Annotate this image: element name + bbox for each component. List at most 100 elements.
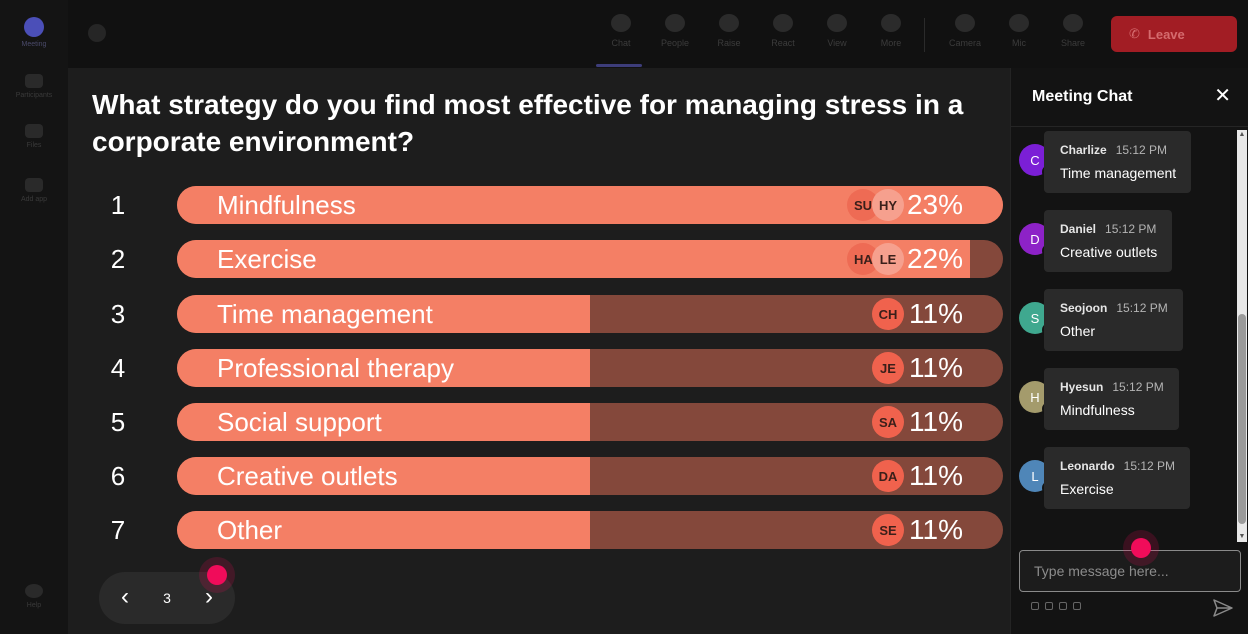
people-icon	[665, 14, 685, 32]
sender-name: Daniel	[1060, 222, 1097, 236]
rail-item-label: Help	[26, 601, 42, 609]
emoji-icon[interactable]	[1059, 602, 1067, 610]
toolbar-share-button[interactable]: Share	[1048, 10, 1098, 58]
close-icon[interactable]: ✕	[1214, 85, 1231, 107]
poll-option: 2 Exercise HA LE 22%	[68, 240, 1010, 278]
toolbar-react-button[interactable]: React	[758, 10, 808, 58]
message-time: 15:12 PM	[1123, 459, 1176, 473]
toolbar-people-button[interactable]: People	[650, 10, 700, 58]
poll-results: What strategy do you find most effective…	[68, 68, 1010, 634]
phone-icon: ✆	[1129, 26, 1140, 41]
rail-item-label: Meeting	[21, 40, 47, 48]
message-text: Exercise	[1060, 481, 1114, 497]
option-label: Other	[217, 515, 283, 545]
message-bubble: Charlize 15:12 PM Time management	[1044, 131, 1192, 193]
sender-name: Seojoon	[1060, 301, 1108, 315]
poll-option: 3 Time management CH 11%	[68, 295, 1010, 333]
message-text: Time management	[1060, 165, 1177, 181]
option-label: Professional therapy	[217, 353, 455, 383]
share-icon	[1063, 14, 1083, 32]
toolbar-button-label: Camera	[948, 38, 981, 48]
option-rank: 1	[110, 190, 126, 220]
message-text: Mindfulness	[1060, 402, 1135, 418]
message-text: Other	[1060, 323, 1096, 339]
option-percent: 11%	[909, 298, 963, 329]
format-toolbar	[1031, 602, 1081, 610]
poll-option: 1 Mindfulness SU HY 23%	[68, 186, 1010, 224]
toolbar-more-button[interactable]: More	[866, 10, 916, 58]
option-percent: 11%	[909, 460, 963, 491]
toolbar-button-label: Share	[1060, 38, 1086, 48]
option-bar: Mindfulness SU HY 23%	[177, 186, 1003, 224]
toolbar-button-label: Mic	[1012, 38, 1026, 48]
rail-item-files[interactable]: Files	[0, 112, 68, 160]
voter-avatar: LE	[872, 243, 904, 275]
meeting-chat-panel: Meeting Chat ✕ C Charlize 15:12 PM Time m…	[1010, 68, 1248, 634]
format-icon[interactable]	[1031, 602, 1039, 610]
toolbar-button-label: View	[827, 38, 847, 48]
shield-icon	[88, 24, 106, 42]
option-label: Time management	[217, 299, 433, 329]
chat-scrollbar[interactable]: ▲ ▼	[1237, 130, 1247, 542]
participants-icon	[25, 73, 43, 88]
gif-icon[interactable]	[1073, 602, 1081, 610]
toolbar-camera-button[interactable]: Camera	[940, 10, 990, 58]
send-icon[interactable]	[1212, 598, 1234, 618]
message-bubble: Seojoon 15:12 PM Other	[1044, 289, 1183, 351]
toolbar-mic-button[interactable]: Mic	[994, 10, 1044, 58]
scroll-down-icon[interactable]: ▼	[1238, 533, 1246, 540]
option-percent: 23%	[906, 189, 963, 220]
rail-item-label: Files	[26, 141, 42, 149]
voter-avatar: JE	[872, 352, 904, 384]
leave-button[interactable]: ✆ Leave	[1111, 16, 1237, 52]
active-tab-indicator	[596, 64, 642, 67]
rail-item-meeting[interactable]: Meeting	[0, 8, 68, 56]
option-rank: 2	[110, 244, 126, 274]
leave-button-label: Leave	[1147, 26, 1185, 42]
message-bubble: Daniel 15:12 PM Creative outlets	[1044, 210, 1173, 272]
message-text: Creative outlets	[1060, 244, 1158, 260]
rail-item-add-app[interactable]: Add app	[0, 166, 68, 214]
app-rail: Meeting Participants Files Add app Help	[0, 0, 69, 634]
message-time: 15:12 PM	[1112, 380, 1164, 394]
pointer-indicator	[207, 565, 227, 585]
option-percent: 22%	[906, 243, 963, 274]
poll-option: 6 Creative outlets DA 11%	[68, 457, 1010, 495]
scrollbar-thumb[interactable]	[1238, 314, 1246, 524]
rail-item-help[interactable]: Help	[0, 572, 68, 620]
chevron-left-icon[interactable]: ‹	[121, 583, 129, 610]
rail-item-label: Add app	[20, 195, 48, 203]
meeting-toolbar: Chat People Raise React View More Camera…	[68, 0, 1248, 68]
option-bar-fill	[177, 511, 590, 549]
message-time: 15:12 PM	[1115, 143, 1168, 157]
option-bar: Other SE 11%	[177, 511, 1003, 549]
pointer-indicator	[1131, 538, 1151, 558]
attach-icon[interactable]	[1045, 602, 1053, 610]
rail-item-participants[interactable]: Participants	[0, 62, 68, 110]
option-percent: 11%	[909, 352, 963, 383]
view-icon	[827, 14, 847, 32]
chat-message: L Leonardo 15:12 PM Exercise	[1019, 447, 1234, 511]
voter-avatar: HY	[872, 189, 904, 221]
toolbar-button-label: People	[660, 38, 690, 48]
chat-message: S Seojoon 15:12 PM Other	[1019, 289, 1234, 353]
option-bar: Time management CH 11%	[177, 295, 1003, 333]
react-icon	[773, 14, 793, 32]
mic-icon	[1009, 14, 1029, 32]
divider	[1011, 126, 1248, 127]
toolbar-raise-button[interactable]: Raise	[704, 10, 754, 58]
option-bar: Creative outlets DA 11%	[177, 457, 1003, 495]
chat-title: Meeting Chat	[1032, 88, 1133, 105]
chat-message-input[interactable]	[1019, 550, 1241, 592]
poll-option: 7 Other SE 11%	[68, 511, 1010, 549]
voter-avatar: SA	[872, 406, 904, 438]
poll-option: 5 Social support SA 11%	[68, 403, 1010, 441]
message-time: 15:12 PM	[1116, 301, 1168, 315]
message-bubble: Leonardo 15:12 PM Exercise	[1044, 447, 1191, 509]
scroll-up-icon[interactable]: ▲	[1238, 131, 1246, 138]
chevron-right-icon[interactable]: ›	[205, 583, 213, 610]
toolbar-view-button[interactable]: View	[812, 10, 862, 58]
message-time: 15:12 PM	[1105, 222, 1157, 236]
toolbar-chat-button[interactable]: Chat	[596, 10, 646, 58]
option-percent: 11%	[909, 406, 963, 437]
